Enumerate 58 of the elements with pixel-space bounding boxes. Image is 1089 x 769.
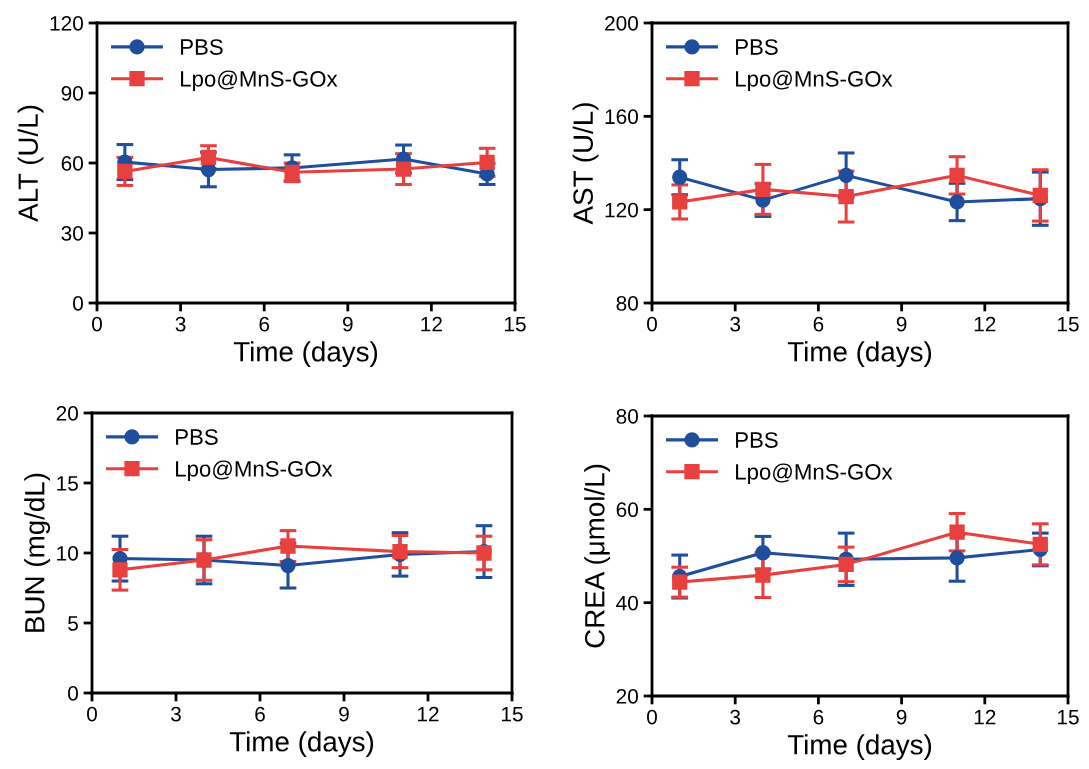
x-tick-label: 3 [730,709,741,725]
legend-label: PBS [181,39,223,55]
legend-label: PBS [736,432,778,448]
x-tick-label: 0 [92,316,102,332]
x-tick-label: 12 [974,709,996,725]
x-tick-label: 12 [418,706,439,722]
y-tick-label: 200 [605,16,638,31]
x-tick-label: 3 [730,316,741,332]
y-tick-label: 30 [61,226,83,241]
x-axis-title: Time (days) [787,734,932,761]
y-tick-label: 5 [68,616,78,631]
y-tick-label: 15 [57,476,78,491]
y-tick-label: 80 [616,409,638,424]
y-tick-label: 0 [68,686,78,701]
y-tick-label: 40 [616,595,638,611]
x-tick-label: 3 [175,316,186,332]
y-axis-title: CREA (μmol/L) [584,464,611,648]
x-tick-label: 9 [342,316,353,332]
legend-label: PBS [736,39,778,55]
x-tick-label: 9 [896,709,907,725]
y-tick-label: 160 [605,109,638,125]
x-tick-label: 0 [647,709,657,725]
y-tick-label: 80 [616,296,638,311]
x-tick-label: 15 [502,706,523,722]
x-tick-label: 9 [339,706,349,722]
x-tick-label: 6 [259,316,270,332]
y-tick-label: 20 [616,689,638,704]
y-tick-label: 0 [73,296,83,311]
x-tick-label: 3 [171,706,181,722]
legend-label: Lpo@MnS-GOx [176,460,333,482]
y-tick-label: 10 [57,546,78,561]
y-tick-label: 120 [50,16,83,31]
x-tick-label: 12 [974,316,996,332]
y-axis-title: AST (U/L) [572,103,599,225]
y-tick-label: 20 [56,406,78,421]
legend-label: PBS [176,429,218,445]
x-tick-label: 15 [505,316,526,332]
legend-label: Lpo@MnS-GOx [736,463,893,485]
x-tick-label: 6 [255,706,265,722]
legend-label: Lpo@MnS-GOx [736,70,893,92]
x-tick-label: 6 [813,316,824,332]
y-axis-title: BUN (mg/dL) [24,473,51,632]
x-axis-title: Time (days) [229,731,374,758]
y-tick-label: 90 [61,86,83,101]
y-tick-label: 60 [616,502,638,518]
y-tick-label: 120 [605,202,638,218]
legend-label: Lpo@MnS-GOx [181,70,338,92]
x-axis-title: Time (days) [787,341,932,368]
x-tick-label: 15 [1058,709,1079,725]
y-tick-label: 60 [61,156,83,171]
x-tick-label: 6 [813,709,824,725]
y-axis-title: ALT (U/L) [17,105,44,222]
x-tick-label: 0 [87,706,97,722]
x-tick-label: 15 [1058,316,1079,332]
x-axis-title: Time (days) [233,341,378,368]
x-tick-label: 12 [421,316,442,332]
x-tick-label: 0 [647,316,657,332]
x-tick-label: 9 [896,316,907,332]
